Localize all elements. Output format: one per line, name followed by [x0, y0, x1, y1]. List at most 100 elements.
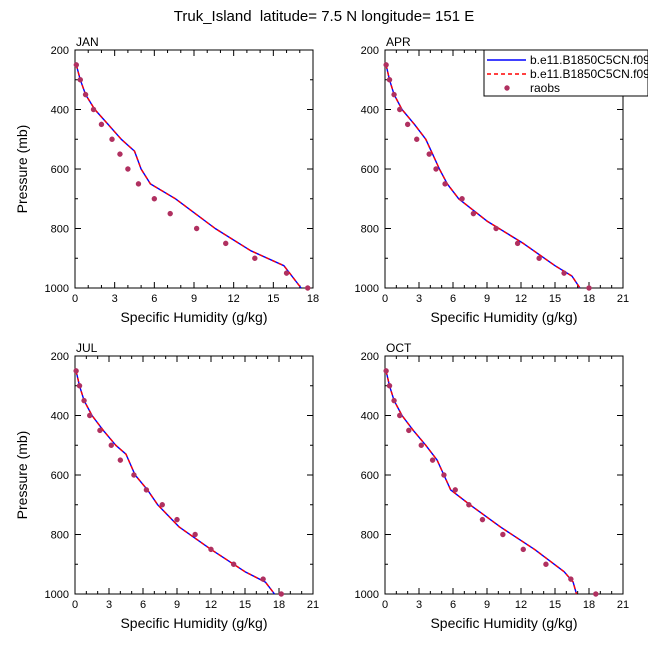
obs-point — [230, 561, 237, 567]
obs-point — [386, 383, 393, 389]
x-tick-label: 9 — [174, 599, 180, 611]
x-tick-label: 9 — [484, 293, 490, 305]
obs-point — [386, 77, 393, 83]
y-tick-label: 1000 — [355, 283, 379, 295]
x-tick-label: 18 — [273, 599, 285, 611]
obs-point — [404, 121, 411, 128]
obs-point — [586, 285, 592, 291]
y-tick-label: 400 — [361, 411, 379, 423]
panel-oct: 0 3 6 9 12 15 18 21 200 400 600 800 1000 OCT Specific … — [355, 341, 630, 631]
x-tick-label: 21 — [307, 599, 319, 611]
x-tick-label: 12 — [205, 599, 217, 611]
y-tick-label: 800 — [51, 530, 69, 542]
x-axis-label: Specific Humidity (g/kg) — [120, 615, 267, 631]
x-tick-label: 18 — [583, 599, 595, 611]
obs-point — [466, 502, 472, 508]
obs-point — [87, 412, 93, 419]
model-solid-line — [75, 370, 276, 595]
obs-point — [117, 151, 123, 157]
y-tick-label: 200 — [361, 351, 379, 363]
x-tick-label: 9 — [191, 293, 197, 305]
y-tick-label: 600 — [51, 164, 69, 176]
model-dashed-line — [75, 64, 302, 289]
obs-point — [143, 487, 150, 493]
obs-point — [397, 412, 403, 419]
obs-point — [397, 106, 403, 113]
legend-box — [483, 49, 648, 97]
obs-point — [117, 457, 124, 463]
x-tick-label: 0 — [382, 293, 388, 305]
legend-label: raobs — [530, 81, 560, 95]
obs-point — [109, 136, 115, 142]
x-tick-label: 6 — [151, 293, 157, 305]
y-axis-label: Pressure (mb) — [14, 431, 30, 520]
y-tick-label: 1000 — [45, 589, 69, 601]
model-dashed-line — [385, 370, 578, 595]
legend: b.e11.B1850C5CN.f09b.e11.B1850C5CN.f09ra… — [483, 49, 648, 97]
x-tick-label: 12 — [515, 293, 527, 305]
obs-point — [406, 427, 412, 434]
x-tick-label: 0 — [72, 293, 78, 305]
x-tick-label: 6 — [140, 599, 146, 611]
obs-point — [470, 210, 477, 217]
obs-point — [479, 516, 486, 523]
obs-point — [82, 91, 89, 98]
obs-point — [167, 210, 173, 217]
obs-point — [536, 255, 542, 261]
panel-title: OCT — [386, 341, 412, 355]
obs-point — [192, 531, 198, 538]
obs-point — [131, 472, 137, 478]
plot-frame — [74, 355, 314, 595]
panel-jul: 0 3 6 9 12 15 18 21 200 400 600 800 1000 JUL Specific … — [14, 341, 319, 631]
y-tick-label: 800 — [51, 224, 69, 236]
obs-point — [77, 77, 83, 83]
obs-point — [493, 225, 499, 232]
x-tick-label: 0 — [72, 599, 78, 611]
panel-jan: 0 3 6 9 12 15 18 200 400 600 800 1000 JAN Specific Hu… — [14, 35, 319, 325]
y-tick-label: 600 — [361, 164, 379, 176]
obs-point — [305, 285, 311, 291]
obs-point — [73, 368, 79, 374]
panel-title: JUL — [76, 341, 98, 355]
obs-point — [73, 62, 80, 68]
obs-point — [459, 196, 465, 202]
y-tick-label: 600 — [51, 470, 69, 482]
obs-point — [174, 516, 180, 523]
x-tick-label: 0 — [382, 599, 388, 611]
obs-point — [418, 442, 424, 448]
figure-title: Truk_Island latitude= 7.5 N longitude= 1… — [173, 8, 475, 25]
obs-point — [561, 270, 567, 276]
obs-point — [97, 427, 103, 434]
x-tick-label: 3 — [416, 293, 422, 305]
y-tick-label: 200 — [51, 45, 69, 57]
obs-point — [135, 181, 142, 187]
obs-point — [429, 457, 436, 463]
obs-point — [193, 225, 200, 232]
plot-frame — [74, 49, 314, 289]
x-tick-label: 3 — [106, 599, 112, 611]
y-tick-label: 400 — [51, 411, 69, 423]
obs-point — [208, 546, 214, 553]
obs-point — [383, 62, 389, 68]
x-tick-label: 6 — [450, 599, 456, 611]
panel-title: APR — [386, 35, 411, 49]
x-tick-label: 15 — [267, 293, 279, 305]
obs-point — [442, 181, 448, 187]
y-tick-label: 400 — [361, 105, 379, 117]
x-tick-label: 18 — [583, 293, 595, 305]
x-tick-label: 12 — [228, 293, 240, 305]
obs-point — [283, 270, 290, 276]
obs-point — [76, 383, 83, 389]
y-tick-label: 800 — [361, 530, 379, 542]
obs-point — [151, 196, 158, 202]
x-tick-label: 3 — [112, 293, 118, 305]
obs-point — [260, 576, 266, 582]
obs-point — [98, 121, 105, 128]
y-tick-label: 600 — [361, 470, 379, 482]
x-tick-label: 6 — [450, 293, 456, 305]
obs-point — [500, 531, 506, 538]
x-tick-label: 21 — [617, 599, 629, 611]
obs-point — [81, 397, 87, 404]
y-tick-label: 200 — [51, 351, 69, 363]
